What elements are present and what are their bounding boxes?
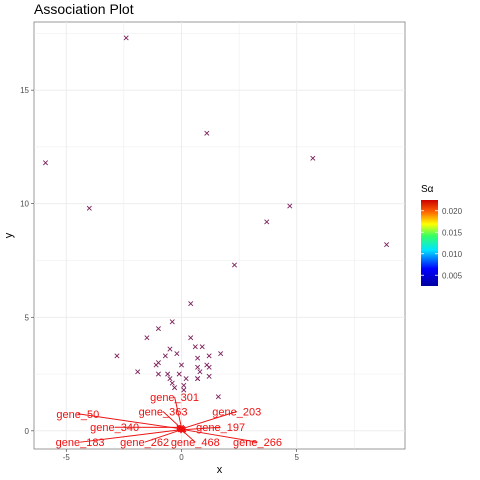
scatter-point [195, 364, 201, 370]
gene-label: gene_50 [56, 409, 99, 421]
scatter-point [155, 371, 161, 377]
gene-label: gene_340 [90, 422, 139, 434]
scatter-point [123, 35, 129, 41]
scatter-point [384, 242, 390, 248]
x-tick-label: 5 [294, 453, 299, 462]
label-segment [182, 411, 237, 430]
scatter-point [178, 362, 184, 368]
labeled-point [180, 427, 186, 433]
scatter-point [135, 369, 141, 375]
label-segment [162, 411, 182, 429]
gene-label: gene_262 [120, 437, 169, 449]
chart-title: Association Plot [34, 1, 134, 17]
y-tick-label: 15 [20, 86, 29, 95]
y-tick-label: 10 [20, 200, 29, 209]
color-legend: Sα 0.005 0.010 0.015 0.020 [421, 184, 463, 286]
scatter-point [169, 380, 175, 386]
scatter-point [195, 355, 201, 361]
scatter-point [215, 394, 221, 400]
gene-label: gene_197 [196, 422, 245, 434]
legend-tick-label: 0.015 [442, 228, 463, 237]
scatter-point [195, 376, 201, 382]
label-segment [183, 429, 258, 443]
gene-label: gene_468 [171, 437, 220, 449]
scatter-points [43, 35, 390, 400]
scatter-point [162, 353, 168, 359]
scatter-point [206, 364, 212, 370]
scatter-point [86, 205, 92, 211]
y-tick-label: 5 [25, 313, 30, 322]
scatter-point [188, 335, 194, 341]
scatter-point [192, 344, 198, 350]
gene-label: gene_266 [233, 437, 282, 449]
legend-colorbar [421, 200, 438, 286]
label-segment [182, 426, 221, 431]
grid-lines [34, 22, 405, 449]
scatter-point [114, 353, 120, 359]
gene-label: gene_363 [139, 407, 188, 419]
legend-tick-label: 0.020 [442, 207, 463, 216]
scatter-point [155, 360, 161, 366]
legend-title: Sα [421, 184, 434, 195]
scatter-point [231, 262, 237, 268]
scatter-point [174, 351, 180, 357]
scatter-point [218, 351, 224, 357]
gene-label: gene_203 [212, 407, 261, 419]
label-segment [174, 396, 182, 428]
scatter-point [188, 301, 194, 307]
x-tick-label: 0 [179, 453, 184, 462]
scatter-point [197, 369, 203, 375]
scatter-point [206, 373, 212, 379]
scatter-point [199, 344, 205, 350]
plot-panel [33, 21, 406, 450]
scatter-point [181, 387, 187, 393]
scatter-point [155, 326, 161, 332]
scatter-point [144, 335, 150, 341]
label-segment [77, 413, 180, 430]
scatter-point [183, 376, 189, 382]
legend-tick-label: 0.010 [442, 250, 463, 259]
scatter-point [167, 346, 173, 352]
label-segment [144, 429, 182, 443]
legend-tick-label: 0.005 [442, 271, 463, 280]
scatter-point [169, 319, 175, 325]
label-segment [80, 429, 181, 443]
scatter-point [172, 385, 178, 391]
scatter-point [287, 203, 293, 209]
scatter-point [206, 353, 212, 359]
axis-ticks: -5 0 5 0 5 10 15 [20, 86, 299, 462]
x-tick-label: -5 [63, 453, 71, 462]
labeled-point [181, 427, 187, 433]
y-tick-label: 0 [25, 427, 30, 436]
x-axis-title: x [217, 464, 223, 476]
scatter-point [165, 371, 171, 377]
scatter-point [43, 160, 49, 166]
y-axis-title: y [3, 232, 15, 238]
scatter-point [264, 219, 270, 225]
scatter-point [176, 371, 182, 377]
gene-label: gene_183 [56, 437, 105, 449]
gene-label: gene_301 [150, 392, 199, 404]
scatter-point [204, 130, 210, 136]
scatter-point [310, 155, 316, 161]
scatter-point [181, 382, 187, 388]
scatter-point [167, 376, 173, 382]
